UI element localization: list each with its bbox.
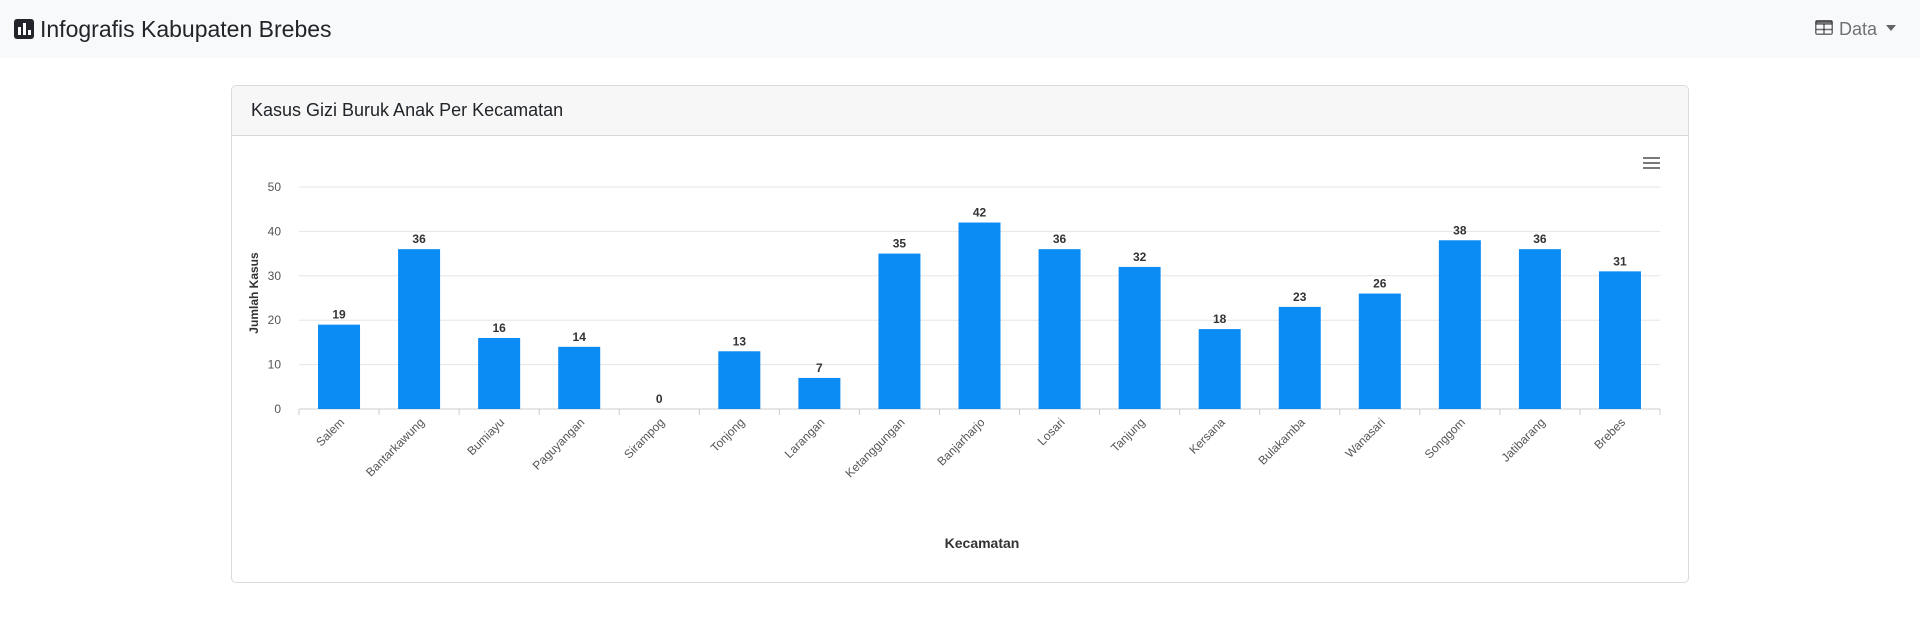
chart-menu-button[interactable] — [1630, 150, 1660, 174]
chart-card: Kasus Gizi Buruk Anak Per Kecamatan 0 10 2… — [231, 85, 1689, 583]
data-label: 23 — [1293, 290, 1307, 304]
brand-title: Infografis Kabupaten Brebes — [40, 15, 332, 42]
bar — [958, 222, 1001, 409]
bar — [318, 324, 361, 409]
data-dropdown-toggle[interactable]: Data — [1814, 18, 1896, 40]
y-tick-label: 10 — [268, 358, 282, 372]
x-tick-label: Songgom — [1422, 415, 1468, 461]
navbar: Infografis Kabupaten Brebes Data — [0, 0, 1920, 58]
x-tick-label: Losari — [1035, 415, 1068, 448]
bar — [798, 377, 841, 409]
x-tick-label: Kersana — [1186, 415, 1228, 457]
bar — [558, 346, 601, 409]
y-tick-label: 0 — [274, 402, 281, 416]
card-body: 0 10 20 30 40 50 19 36 16 14 0 13 7 35 42 36 32 18 23 26 38… — [232, 136, 1688, 582]
data-label: 42 — [973, 206, 987, 220]
data-label: 36 — [1053, 232, 1067, 246]
data-label: 0 — [656, 392, 663, 406]
bar — [1518, 249, 1561, 409]
data-label: 16 — [492, 321, 506, 335]
data-label: 26 — [1373, 277, 1387, 291]
data-labels: 19 36 16 14 0 13 7 35 42 36 32 18 23 26 38 36 31 — [332, 206, 1627, 406]
bar — [1278, 306, 1321, 409]
x-tick-label: Sirampog — [621, 415, 667, 461]
x-tick-label: Ketanggungan — [842, 415, 907, 480]
data-label: 35 — [893, 237, 907, 251]
y-tick-label: 20 — [268, 313, 282, 327]
hamburger-menu-icon — [1643, 157, 1660, 169]
x-tick-label: Salem — [313, 415, 347, 449]
data-label: 14 — [573, 330, 587, 344]
table-icon — [1814, 19, 1833, 40]
bar — [878, 253, 921, 409]
data-label: 31 — [1613, 254, 1627, 268]
x-tick-label: Larangan — [782, 415, 828, 461]
bar — [478, 337, 521, 409]
x-axis-title: Kecamatan — [945, 535, 1020, 551]
bar — [1358, 293, 1401, 409]
bar — [1438, 240, 1481, 409]
y-axis-ticks: 0 10 20 30 40 50 — [268, 180, 282, 416]
x-axis-ticks: Salem Bantarkawung Bumiayu Paguyangan Siramp… — [298, 409, 1661, 480]
y-tick-label: 40 — [268, 224, 282, 238]
card-title: Kasus Gizi Buruk Anak Per Kecamatan — [251, 100, 564, 120]
y-tick-label: 50 — [268, 180, 282, 194]
chevron-down-icon — [1886, 25, 1896, 31]
card-header: Kasus Gizi Buruk Anak Per Kecamatan — [232, 86, 1688, 136]
data-label: 38 — [1453, 223, 1467, 237]
data-label: 18 — [1213, 312, 1227, 326]
x-tick-label: Brebes — [1591, 415, 1628, 452]
data-label: 19 — [332, 308, 346, 322]
bar — [1118, 266, 1161, 409]
data-label: 13 — [733, 334, 747, 348]
bar — [1198, 329, 1241, 409]
brand-link[interactable]: Infografis Kabupaten Brebes — [14, 16, 332, 43]
data-label: 32 — [1133, 250, 1147, 264]
y-axis-title: Jumlah Kasus — [247, 252, 261, 334]
x-tick-label: Tanjung — [1108, 415, 1148, 455]
data-label: 36 — [1533, 232, 1547, 246]
data-label: 36 — [412, 232, 426, 246]
x-tick-label: Bulakamba — [1255, 415, 1308, 468]
bar — [398, 249, 441, 409]
bar-chart-icon — [14, 19, 34, 39]
x-tick-label: Jatibarang — [1499, 415, 1549, 465]
data-label: 7 — [816, 361, 823, 375]
y-tick-label: 30 — [268, 269, 282, 283]
bar — [1598, 271, 1641, 409]
data-menu-label: Data — [1838, 18, 1877, 39]
x-tick-label: Paguyangan — [530, 415, 588, 473]
x-tick-label: Bumiayu — [464, 415, 507, 458]
bar — [1038, 249, 1081, 409]
bars — [318, 222, 1641, 409]
x-tick-label: Wanasari — [1342, 415, 1387, 460]
x-tick-label: Bantarkawung — [363, 415, 427, 479]
x-tick-label: Banjarharjo — [934, 415, 988, 469]
x-tick-label: Tonjong — [708, 415, 748, 455]
bar-chart: 0 10 20 30 40 50 19 36 16 14 0 13 7 35 42 36 32 18 23 26 38… — [247, 150, 1661, 551]
bar — [718, 351, 761, 409]
